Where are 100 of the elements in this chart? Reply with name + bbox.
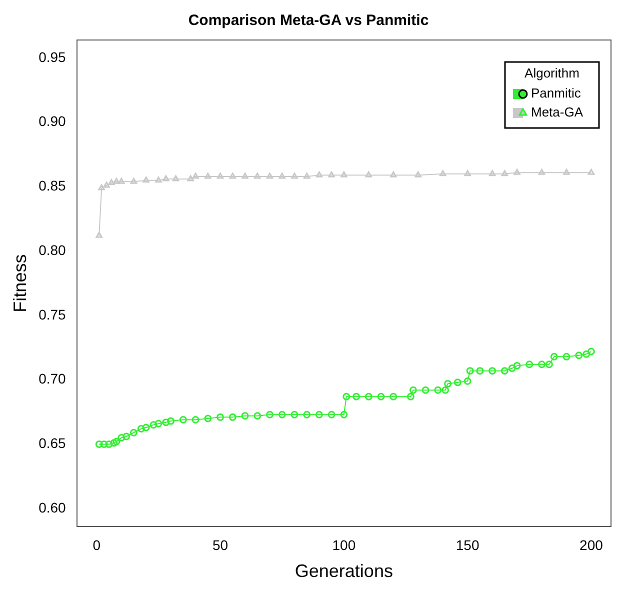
point [229, 172, 236, 179]
point [130, 428, 138, 436]
point [204, 172, 212, 179]
point [108, 179, 115, 186]
point [278, 410, 286, 418]
point [414, 171, 422, 178]
point [254, 172, 261, 179]
point [113, 178, 120, 184]
point [204, 414, 212, 422]
x-axis-title: Generations [294, 561, 393, 582]
legend-label: Meta-GA [530, 104, 584, 120]
point [290, 410, 298, 418]
point [342, 392, 350, 400]
point [340, 410, 348, 418]
point [340, 171, 348, 178]
point [409, 386, 417, 394]
point [562, 352, 570, 360]
point [454, 378, 462, 386]
point [444, 380, 452, 388]
point [501, 170, 508, 176]
point [442, 386, 450, 394]
point [242, 172, 248, 179]
point [588, 168, 595, 175]
point [98, 184, 105, 190]
point [266, 172, 274, 179]
point [476, 367, 484, 375]
point [500, 367, 508, 375]
point [464, 170, 471, 176]
legend-label: Panmitic [530, 86, 582, 101]
point [142, 176, 150, 183]
x-tick-label: 200 [580, 536, 604, 553]
point [434, 386, 442, 394]
point [162, 418, 170, 426]
point [514, 168, 520, 175]
point [303, 410, 311, 418]
point [538, 168, 546, 175]
point [550, 352, 558, 360]
point [154, 420, 162, 428]
point [291, 172, 298, 179]
point [192, 172, 199, 179]
point [172, 175, 180, 182]
point [328, 171, 335, 178]
y-tick-label: 0.90 [38, 113, 66, 130]
point [112, 438, 120, 446]
point [155, 176, 162, 183]
point [179, 416, 187, 424]
point [216, 172, 224, 179]
point [254, 412, 262, 420]
point [488, 367, 496, 375]
point [137, 425, 145, 433]
x-tick-label: 100 [332, 536, 356, 553]
point [100, 440, 108, 448]
y-tick-label: 0.60 [38, 499, 66, 516]
point [278, 172, 286, 179]
y-tick-label: 0.80 [38, 242, 66, 258]
point [526, 360, 534, 368]
point [466, 367, 474, 375]
point [315, 410, 323, 418]
chart-title: Comparison Meta-GA vs Panmitic [188, 12, 429, 30]
point [545, 360, 553, 368]
x-tick-label: 0 [92, 536, 101, 553]
point [167, 417, 175, 425]
point [582, 350, 590, 358]
point [508, 364, 516, 372]
point [513, 362, 521, 370]
point [422, 386, 430, 394]
legend-title: Algorithm [524, 66, 580, 81]
point [228, 413, 236, 421]
point [118, 434, 126, 442]
point [488, 170, 496, 176]
y-tick-label: 0.95 [38, 48, 66, 65]
point [364, 392, 372, 400]
y-tick-label: 0.65 [38, 435, 66, 452]
point [316, 171, 323, 178]
point [142, 424, 150, 432]
y-tick-label: 0.70 [38, 370, 66, 387]
point [118, 178, 125, 184]
point [162, 175, 170, 182]
point [464, 377, 472, 385]
point [192, 416, 200, 424]
point [352, 392, 360, 400]
point [216, 413, 224, 421]
point [563, 168, 570, 175]
point [377, 392, 385, 400]
point [110, 439, 118, 447]
point [365, 171, 372, 178]
y-axis-title: Fitness [10, 254, 30, 312]
point [390, 392, 398, 400]
point [328, 410, 336, 418]
point [575, 352, 583, 360]
point [150, 421, 158, 429]
point [390, 171, 397, 178]
point [266, 410, 274, 418]
point [587, 348, 595, 356]
point [130, 178, 138, 184]
point [187, 175, 194, 182]
point [538, 360, 546, 368]
point [95, 440, 103, 448]
point [103, 182, 110, 188]
point [303, 172, 310, 179]
